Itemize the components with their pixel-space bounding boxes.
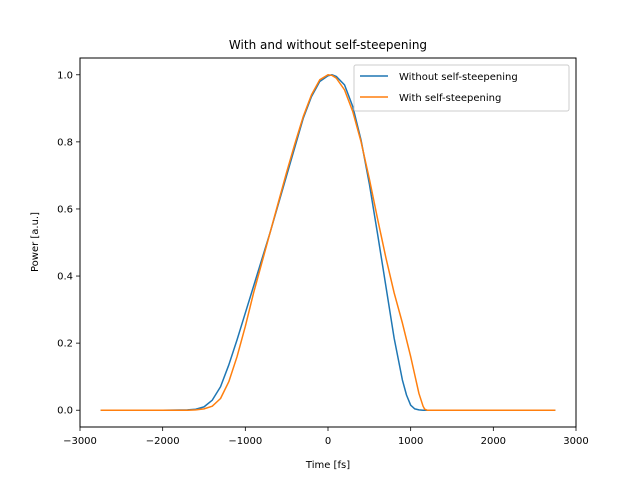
y-tick-label: 0.0: [57, 406, 73, 417]
x-tick-label: −3000: [63, 436, 97, 447]
legend-label-1: With self-steepening: [399, 93, 501, 104]
x-tick-label: −1000: [228, 436, 262, 447]
x-tick-label: 1000: [398, 436, 423, 447]
x-tick-label: 3000: [563, 436, 588, 447]
y-axis: 0.0 0.2 0.4 0.6 0.8 1.0: [57, 70, 80, 417]
x-axis: −3000 −2000 −1000 0 1000 2000 3000: [63, 427, 589, 447]
y-axis-label: Power [a.u.]: [30, 212, 41, 272]
x-axis-label: Time [fs]: [305, 460, 350, 471]
legend-box: [353, 64, 570, 112]
x-tick-label: 0: [325, 436, 331, 447]
legend: Without self-steepening With self-steepen…: [353, 64, 570, 112]
y-tick-label: 0.6: [57, 204, 73, 215]
plot-frame: [79, 57, 577, 428]
y-tick-label: 0.2: [57, 339, 73, 350]
y-tick-label: 0.8: [57, 137, 73, 148]
series-layer: [100, 74, 556, 411]
legend-label-0: Without self-steepening: [399, 72, 518, 83]
y-tick-label: 1.0: [57, 70, 73, 81]
x-tick-label: 2000: [481, 436, 506, 447]
series-line-0: [100, 74, 556, 411]
series-line-1: [100, 74, 556, 411]
chart-title: With and without self-steepening: [229, 38, 427, 52]
y-tick-label: 0.4: [57, 272, 73, 283]
x-tick-label: −2000: [146, 436, 180, 447]
